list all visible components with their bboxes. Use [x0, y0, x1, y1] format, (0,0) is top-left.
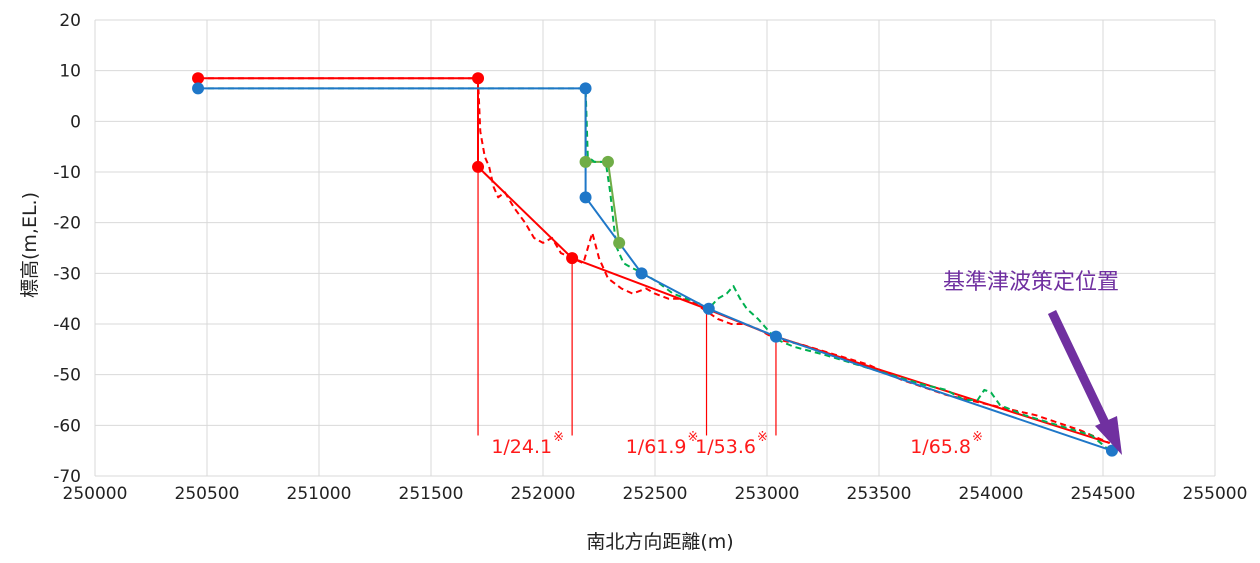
slope-labels: 1/24.1 ※ 1/61.9 ※1/53.6 ※ 1/65.8 ※	[491, 430, 983, 458]
y-tick-label: -40	[53, 315, 81, 335]
slope-label-mark: ※	[553, 430, 564, 445]
x-tick-label: 252000	[511, 484, 576, 504]
slope-label: 1/61.9	[626, 436, 687, 458]
annotation-arrow	[1047, 310, 1122, 455]
x-tick-label: 252500	[623, 484, 688, 504]
y-tick-label: 20	[59, 11, 81, 31]
data-point	[472, 160, 485, 173]
y-tick-label: -60	[53, 416, 81, 436]
markers-layer	[192, 72, 1118, 457]
x-tick-label: 250000	[63, 484, 128, 504]
x-tick-label: 255000	[1183, 484, 1248, 504]
slope-label-mark: ※	[688, 430, 699, 445]
data-point	[769, 330, 782, 343]
x-tick-label: 253000	[735, 484, 800, 504]
grid	[94, 19, 1216, 477]
x-tick-label: 250500	[175, 484, 240, 504]
data-point	[579, 82, 592, 95]
slope-label-mark: ※	[972, 430, 983, 445]
x-tick-label: 251500	[399, 484, 464, 504]
slope-divider-lines	[477, 78, 777, 436]
y-tick-label: 10	[59, 62, 81, 82]
slope-label-mark: ※	[757, 430, 768, 445]
x-tick-label: 254500	[1071, 484, 1136, 504]
x-tick-label: 251000	[287, 484, 352, 504]
slope-label: 1/53.6	[695, 436, 756, 458]
annotation-label: 基準津波策定位置	[943, 270, 1119, 295]
data-point	[192, 82, 205, 95]
y-tick-label: 0	[70, 112, 81, 132]
data-point	[635, 267, 648, 280]
y-tick-label: -10	[53, 163, 81, 183]
data-point	[579, 191, 592, 204]
y-tick-label: -30	[53, 264, 81, 284]
x-tick-labels: 250000 250500 251000 251500 252000 252500 2530…	[63, 484, 1248, 504]
data-point	[472, 72, 485, 85]
x-axis-title: 南北方向距離(m)	[586, 531, 733, 553]
y-tick-label: -20	[53, 214, 81, 234]
slope-label: 1/24.1	[491, 436, 552, 458]
y-tick-label: -70	[53, 467, 81, 487]
data-point	[613, 236, 626, 249]
y-axis-title: 標高(m,EL.)	[19, 192, 41, 298]
y-tick-label: -50	[53, 366, 81, 386]
data-point	[1105, 444, 1118, 457]
data-point	[601, 155, 614, 168]
y-tick-labels: 20 10 0 -10 -20 -30 -40 -50 -60 -70	[53, 11, 81, 487]
data-point	[579, 155, 592, 168]
data-point	[192, 72, 205, 85]
series-line	[198, 77, 1111, 445]
x-tick-label: 254000	[959, 484, 1024, 504]
slope-label: 1/65.8	[910, 436, 971, 458]
series-line	[198, 77, 1111, 445]
data-point	[566, 252, 579, 265]
data-point	[702, 302, 715, 315]
x-tick-label: 253500	[847, 484, 912, 504]
